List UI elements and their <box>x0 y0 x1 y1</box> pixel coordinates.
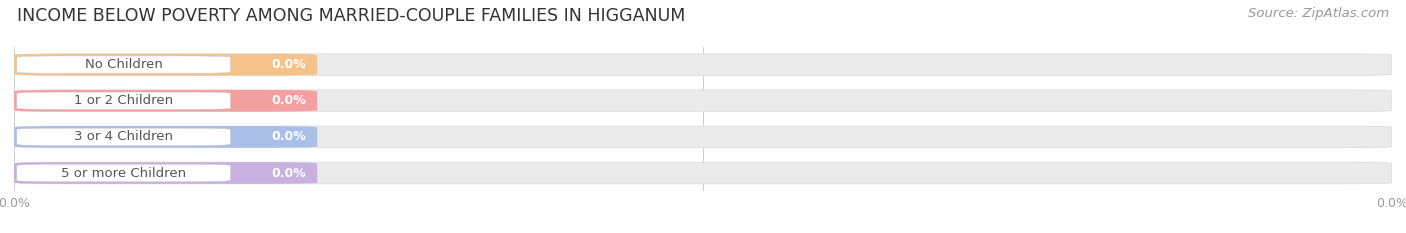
FancyBboxPatch shape <box>14 54 318 75</box>
FancyBboxPatch shape <box>14 126 318 148</box>
Text: Source: ZipAtlas.com: Source: ZipAtlas.com <box>1249 7 1389 20</box>
Text: 1 or 2 Children: 1 or 2 Children <box>75 94 173 107</box>
Text: 0.0%: 0.0% <box>271 130 307 143</box>
Text: INCOME BELOW POVERTY AMONG MARRIED-COUPLE FAMILIES IN HIGGANUM: INCOME BELOW POVERTY AMONG MARRIED-COUPL… <box>17 7 685 25</box>
Text: 0.0%: 0.0% <box>271 58 307 71</box>
Text: 0.0%: 0.0% <box>271 167 307 179</box>
FancyBboxPatch shape <box>14 126 1392 148</box>
FancyBboxPatch shape <box>14 90 1392 112</box>
FancyBboxPatch shape <box>14 90 318 112</box>
FancyBboxPatch shape <box>14 54 1392 75</box>
FancyBboxPatch shape <box>14 162 1392 184</box>
Text: 5 or more Children: 5 or more Children <box>60 167 186 179</box>
Text: 0.0%: 0.0% <box>271 94 307 107</box>
Text: 3 or 4 Children: 3 or 4 Children <box>75 130 173 143</box>
FancyBboxPatch shape <box>17 164 231 182</box>
FancyBboxPatch shape <box>17 128 231 146</box>
FancyBboxPatch shape <box>17 56 231 73</box>
Text: No Children: No Children <box>84 58 163 71</box>
FancyBboxPatch shape <box>14 162 318 184</box>
FancyBboxPatch shape <box>17 92 231 110</box>
